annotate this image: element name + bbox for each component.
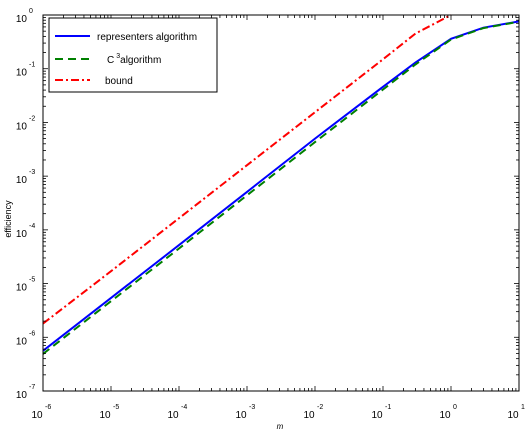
x-tick-exponent: -6	[45, 404, 51, 411]
y-tick-exponent: -4	[29, 223, 35, 230]
x-axis-label: m	[277, 422, 284, 431]
y-tick-label: 10	[16, 14, 28, 25]
legend-label-c3-sup: 3	[116, 53, 120, 60]
plot-series	[42, 14, 520, 355]
y-tick-label: 10	[16, 229, 28, 240]
y-tick-label: 10	[16, 390, 28, 401]
legend-label-c3: C 3algorithm	[107, 53, 161, 66]
legend-label-c3-main: C	[107, 55, 114, 66]
x-tick-exponent: -4	[181, 404, 187, 411]
x-tick-label: 10	[303, 410, 315, 421]
x-tick-exponent: 1	[521, 404, 525, 411]
plot-frame	[42, 14, 520, 392]
x-tick-label: 10	[507, 410, 519, 421]
x-tick-label: 10	[167, 410, 179, 421]
y-tick-label: 10	[16, 175, 28, 186]
x-tick-label: 10	[99, 410, 111, 421]
y-tick-label: 10	[16, 121, 28, 132]
x-tick-exponent: -1	[385, 404, 391, 411]
series-line-0	[42, 20, 520, 352]
y-tick-label: 10	[16, 336, 28, 347]
x-tick-label: 10	[235, 410, 247, 421]
x-tick-exponent: -3	[249, 404, 255, 411]
legend-label-bound: bound	[105, 76, 133, 87]
tick-labels: 10-610-510-410-310-210-110010110010-110-…	[16, 8, 525, 421]
legend-label-c3-rest: algorithm	[120, 55, 161, 66]
legend: representers algorithm C 3algorithm bound	[48, 17, 218, 93]
y-tick-exponent: -6	[29, 330, 35, 337]
y-axis-label: efficiency	[3, 200, 13, 238]
y-tick-label: 10	[16, 68, 28, 79]
x-tick-label: 10	[31, 410, 43, 421]
x-tick-exponent: -2	[317, 404, 323, 411]
y-tick-exponent: -5	[29, 277, 35, 284]
x-tick-label: 10	[371, 410, 383, 421]
y-tick-exponent: -1	[29, 62, 35, 69]
x-tick-label: 10	[439, 410, 451, 421]
y-tick-label: 10	[16, 283, 28, 294]
y-tick-exponent: -7	[29, 384, 35, 391]
y-tick-exponent: -3	[29, 169, 35, 176]
series-line-2	[42, 14, 452, 325]
y-tick-exponent: 0	[29, 8, 33, 15]
x-tick-exponent: 0	[453, 404, 457, 411]
legend-label-representers: representers algorithm	[97, 32, 197, 43]
axis-ticks	[42, 14, 520, 392]
x-tick-exponent: -5	[113, 404, 119, 411]
y-tick-exponent: -2	[29, 115, 35, 122]
